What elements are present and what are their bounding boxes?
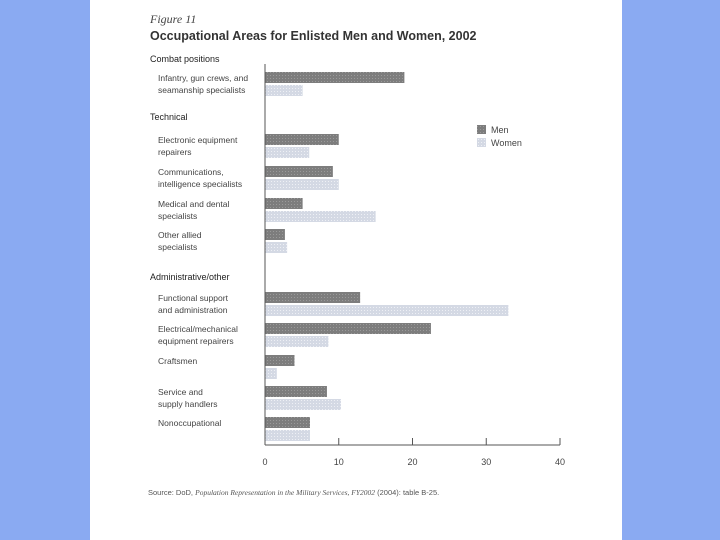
category-label: Electrical/mechanical <box>158 324 238 334</box>
bar-chart: Combat positions Infantry, gun crews, and… <box>150 54 565 467</box>
bar-women <box>265 242 288 253</box>
category-label: Craftsmen <box>158 356 197 366</box>
legend-swatch-men <box>477 125 486 134</box>
x-tick-label: 20 <box>407 457 417 467</box>
category-label: Other allied <box>158 230 202 240</box>
category-label: supply handlers <box>158 399 218 409</box>
bar-women <box>265 85 303 96</box>
bar-men <box>265 166 333 177</box>
bar-men <box>265 134 339 145</box>
x-tick-label: 10 <box>334 457 344 467</box>
category-label: Communications, <box>158 167 224 177</box>
bar-women <box>265 179 339 190</box>
legend-label-women: Women <box>491 138 522 148</box>
bar-men <box>265 198 303 209</box>
bar-women <box>265 211 376 222</box>
category-label: Functional support <box>158 293 229 303</box>
x-tick-label: 30 <box>481 457 491 467</box>
bar-women <box>265 399 341 410</box>
document-page: Figure 11 Occupational Areas for Enliste… <box>90 0 622 540</box>
category-label: and administration <box>158 305 228 315</box>
category-label: specialists <box>158 211 197 221</box>
category-label: Electronic equipment <box>158 135 238 145</box>
bar-women <box>265 147 310 158</box>
category-label: intelligence specialists <box>158 179 242 189</box>
bar-men <box>265 72 405 83</box>
bar-men <box>265 386 327 397</box>
x-tick-label: 0 <box>262 457 267 467</box>
category-label: seamanship specialists <box>158 85 245 95</box>
source-note: Source: DoD, Population Representation i… <box>148 488 439 497</box>
legend-label-men: Men <box>491 125 509 135</box>
source-prefix: Source: DoD, <box>148 488 196 497</box>
category-label: Medical and dental <box>158 199 229 209</box>
category-label: specialists <box>158 242 197 252</box>
group-header: Combat positions <box>150 54 220 64</box>
bar-men <box>265 355 295 366</box>
category-label: repairers <box>158 147 192 157</box>
bar-men <box>265 292 361 303</box>
bar-men <box>265 417 310 428</box>
figure-label: Figure 11 <box>150 12 197 26</box>
x-tick-label: 40 <box>555 457 565 467</box>
source-suffix: (2004): table B-25. <box>375 488 440 497</box>
bar-women <box>265 336 329 347</box>
category-label: Infantry, gun crews, and <box>158 73 248 83</box>
bar-men <box>265 229 285 240</box>
category-label: equipment repairers <box>158 336 234 346</box>
category-label: Nonoccupational <box>158 418 221 428</box>
group-header: Technical <box>150 112 188 122</box>
bar-women <box>265 368 277 379</box>
category-label: Service and <box>158 387 203 397</box>
bar-men <box>265 323 431 334</box>
chart-title: Occupational Areas for Enlisted Men and … <box>150 29 477 43</box>
source-title: Population Representation in the Militar… <box>195 488 376 497</box>
bar-women <box>265 430 310 441</box>
legend-swatch-women <box>477 138 486 147</box>
bar-women <box>265 305 509 316</box>
group-header: Administrative/other <box>150 272 230 282</box>
